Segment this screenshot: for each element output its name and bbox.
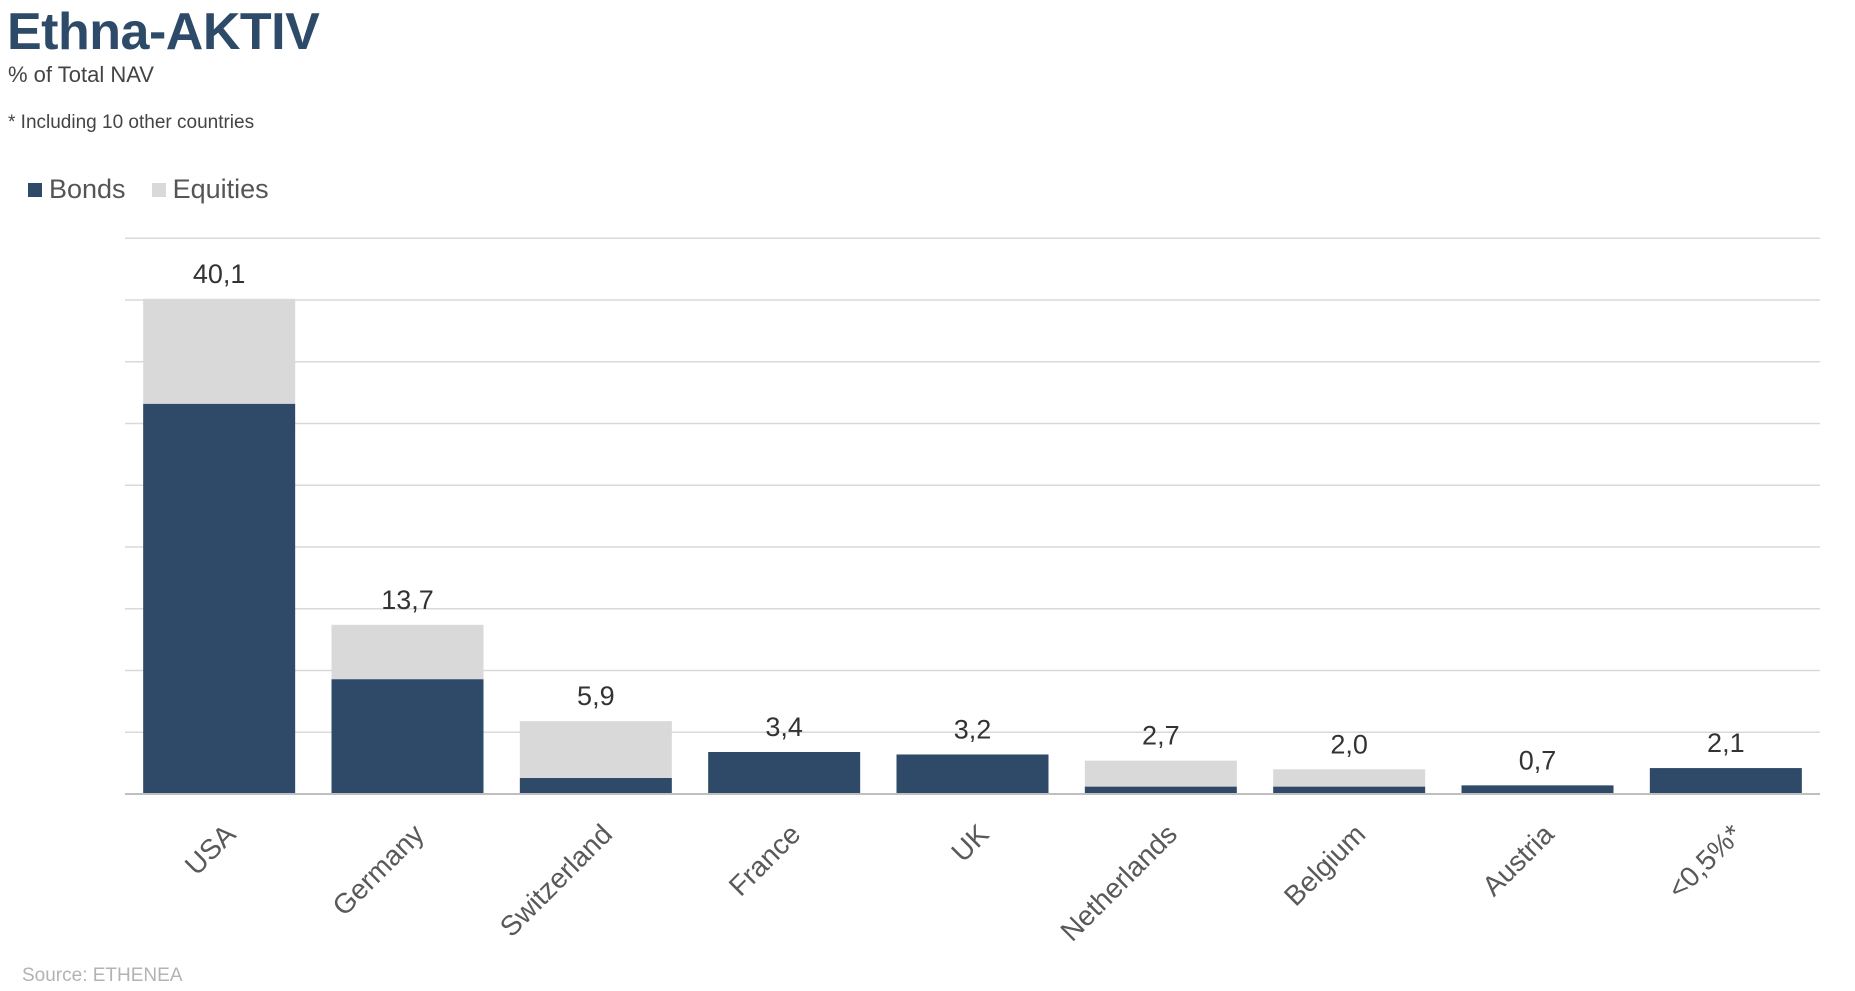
bar-bonds — [896, 754, 1049, 794]
source-note: Source: ETHENEA — [22, 965, 183, 986]
x-tick-label: Belgium — [1278, 818, 1371, 911]
bar-bonds — [708, 752, 861, 794]
legend-swatch-bonds — [28, 182, 42, 197]
x-tick-label: UK — [945, 818, 995, 868]
bar-equities — [143, 298, 296, 404]
bar-equities — [1273, 769, 1426, 787]
data-label: 5,9 — [577, 681, 615, 711]
data-label: 2,1 — [1707, 728, 1745, 758]
bar-bonds — [1273, 786, 1426, 794]
x-tick-label: Austria — [1476, 818, 1560, 902]
legend-item-bonds: Bonds — [28, 174, 126, 205]
data-label: 2,7 — [1142, 721, 1180, 751]
x-tick-label: Germany — [326, 818, 429, 921]
chart-subtitle: % of Total NAV — [8, 62, 154, 87]
legend-item-equities: Equities — [151, 174, 269, 205]
data-label: 2,0 — [1330, 729, 1368, 759]
x-tick-label: <0,5%* — [1662, 818, 1748, 904]
data-label: 0,7 — [1519, 745, 1557, 775]
legend-label-bonds: Bonds — [49, 174, 126, 204]
bar-bonds — [1461, 785, 1614, 794]
bar-equities — [519, 721, 672, 778]
data-label: 3,4 — [765, 712, 803, 742]
data-label: 3,2 — [954, 714, 992, 744]
bar-bonds — [1084, 786, 1237, 794]
bar-bonds — [331, 679, 484, 794]
data-label: 40,1 — [193, 259, 246, 289]
chart-footnote: * Including 10 other countries — [8, 112, 255, 133]
bar-equities — [1084, 760, 1237, 787]
data-label: 13,7 — [381, 585, 434, 615]
legend-label-equities: Equities — [172, 174, 269, 204]
chart-legend: Bonds Equities — [28, 174, 295, 205]
x-tick-label: France — [723, 818, 807, 902]
bar-bonds — [519, 777, 672, 794]
x-tick-label: Netherlands — [1054, 818, 1183, 947]
chart-title: Ethna-AKTIV — [7, 3, 320, 61]
x-tick-label: USA — [179, 818, 242, 881]
bar-bonds — [143, 403, 296, 794]
legend-swatch-equities — [151, 182, 166, 197]
bar-equities — [331, 624, 484, 680]
bar-bonds — [1649, 768, 1802, 794]
x-tick-label: Switzerland — [494, 818, 618, 942]
